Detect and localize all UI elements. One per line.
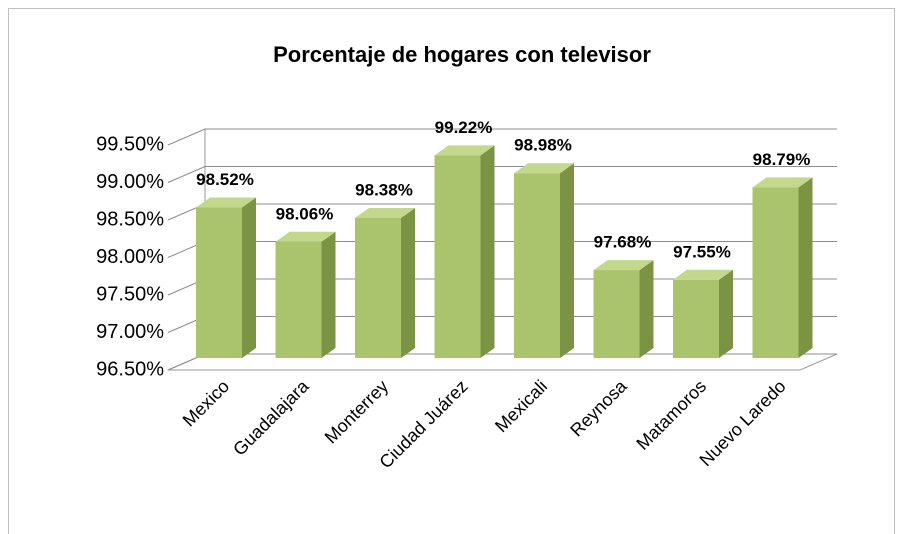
bar: [275, 241, 322, 358]
bar-side: [321, 231, 336, 358]
value-label: 99.22%: [435, 118, 493, 137]
bar: [196, 207, 242, 358]
value-label: 98.06%: [276, 204, 334, 223]
value-label: 97.68%: [594, 233, 652, 252]
bar-top: [355, 207, 415, 218]
value-label: 97.55%: [673, 242, 731, 261]
grid-line: [167, 128, 837, 146]
bar-side: [798, 177, 813, 358]
chart-title: Porcentaje de hogares con televisor: [273, 42, 651, 67]
bar-top: [434, 145, 495, 156]
bar-side: [719, 269, 733, 358]
bar: [752, 187, 799, 358]
bar-side: [401, 207, 415, 358]
bar: [434, 155, 481, 358]
y-tick-label: 99.00%: [96, 171, 164, 193]
bar: [673, 279, 719, 358]
bar-side: [639, 260, 654, 358]
y-tick-label: 98.00%: [96, 246, 164, 268]
value-label: 98.38%: [355, 180, 413, 199]
bar-top: [593, 260, 654, 271]
value-label: 98.52%: [196, 170, 254, 189]
y-tick-label: 97.00%: [96, 321, 164, 343]
grid-line: [167, 166, 837, 183]
bar-top: [275, 231, 336, 242]
bar: [514, 173, 560, 358]
bar-top: [514, 163, 574, 174]
y-tick-label: 97.50%: [96, 283, 164, 305]
bar: [593, 270, 640, 358]
value-label: 98.98%: [514, 136, 572, 155]
y-tick-label: 96.50%: [96, 358, 164, 380]
bar: [355, 217, 401, 358]
bar-top: [196, 197, 256, 208]
y-tick-label: 98.50%: [96, 208, 164, 230]
bar-top: [752, 177, 813, 188]
bar-side: [480, 145, 495, 358]
bar-top: [673, 269, 733, 280]
y-tick-label: 99.50%: [96, 133, 164, 155]
bar-side: [242, 197, 256, 358]
bar-side: [560, 163, 574, 358]
value-label: 98.79%: [753, 150, 811, 169]
